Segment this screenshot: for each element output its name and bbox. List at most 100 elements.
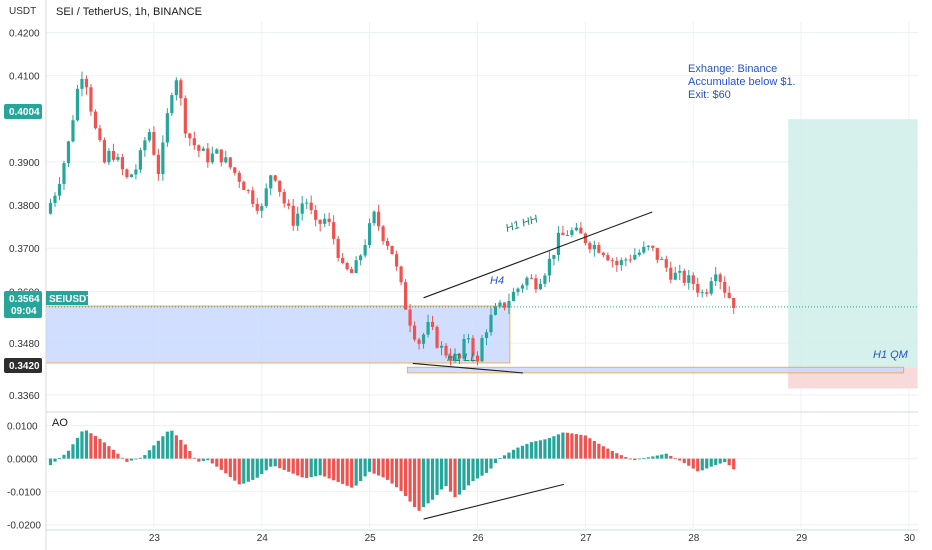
candle-body bbox=[305, 202, 309, 204]
candle-body bbox=[314, 210, 318, 220]
time-tick-label: 25 bbox=[365, 533, 377, 544]
candle-body bbox=[66, 141, 71, 164]
time-tick-label: 29 bbox=[796, 533, 808, 544]
time-tick-label: 28 bbox=[688, 533, 700, 544]
time-tick-label: 23 bbox=[149, 533, 161, 544]
ao-bar bbox=[732, 458, 736, 470]
ao-bar bbox=[484, 458, 489, 473]
time-tick-label: 27 bbox=[580, 533, 592, 544]
candle-body bbox=[273, 175, 277, 181]
ao-bar bbox=[102, 442, 107, 459]
ao-bar bbox=[619, 455, 623, 459]
ao-bar bbox=[309, 458, 313, 478]
ao-bar bbox=[156, 440, 160, 459]
upper-trendline bbox=[423, 211, 653, 299]
candle-body bbox=[507, 301, 511, 308]
candle-body bbox=[727, 292, 731, 298]
ao-bar bbox=[642, 458, 646, 460]
ao-bar bbox=[444, 458, 448, 487]
ao-bar bbox=[80, 431, 84, 459]
candle-body bbox=[246, 189, 250, 191]
ao-bar bbox=[201, 458, 205, 461]
ao-bar bbox=[224, 458, 228, 474]
ao-bar bbox=[538, 440, 543, 459]
ao-bar bbox=[296, 458, 300, 476]
ao-bar bbox=[435, 458, 439, 495]
candle-body bbox=[426, 321, 430, 335]
ao-bar bbox=[300, 458, 304, 478]
labels: USDT SEI / TetherUS, 1h, BINANCE AO Exha… bbox=[4, 6, 909, 429]
candle-body bbox=[574, 227, 578, 231]
candle-body bbox=[493, 306, 498, 315]
candle-body bbox=[206, 148, 210, 163]
candle-body bbox=[300, 203, 304, 214]
countdown-text: 09:04 bbox=[11, 306, 37, 317]
ao-bar bbox=[93, 436, 98, 459]
ao-bar bbox=[480, 458, 484, 476]
ao-bar bbox=[588, 438, 592, 459]
ao-bar bbox=[669, 455, 673, 459]
ao-bar bbox=[394, 458, 399, 488]
candle-body bbox=[615, 260, 619, 266]
ao-bar bbox=[448, 458, 453, 492]
candle-body bbox=[377, 211, 381, 227]
candle-body bbox=[152, 132, 156, 155]
candle-body bbox=[570, 230, 574, 236]
candle-body bbox=[457, 353, 462, 359]
ao-bar bbox=[386, 458, 390, 480]
axes: 0.42000.41000.39000.38000.37000.36000.34… bbox=[7, 0, 918, 550]
ao-bar bbox=[287, 458, 291, 472]
candle-body bbox=[705, 292, 709, 294]
ao-bar bbox=[336, 458, 340, 483]
ao-bar bbox=[332, 458, 336, 481]
time-tick-label: 26 bbox=[473, 533, 485, 544]
ao-bar bbox=[561, 432, 565, 459]
ao-trendline bbox=[423, 483, 564, 520]
ao-tick-label: -0.0100 bbox=[7, 488, 41, 499]
note-line-2: Accumulate below $1. bbox=[688, 76, 796, 88]
candle-body bbox=[669, 267, 673, 280]
ao-bar bbox=[345, 458, 349, 486]
ao-bar bbox=[511, 449, 516, 459]
candle-body bbox=[102, 140, 107, 163]
candle-body bbox=[543, 275, 547, 284]
ao-bar bbox=[71, 444, 75, 459]
candle-body bbox=[111, 150, 116, 160]
ao-bar bbox=[53, 458, 57, 462]
ao-bar bbox=[282, 458, 286, 470]
candle-body bbox=[714, 274, 718, 282]
candle-body bbox=[628, 259, 632, 261]
candle-body bbox=[435, 326, 439, 348]
candle-body bbox=[610, 260, 614, 262]
ao-bar bbox=[682, 458, 686, 464]
ao-bar bbox=[116, 453, 120, 459]
ao-bar bbox=[462, 458, 466, 490]
candle-body bbox=[619, 260, 623, 266]
note-line-1: Exhange: Binance bbox=[688, 63, 777, 75]
candle-body bbox=[228, 157, 232, 168]
ao-bar bbox=[471, 458, 475, 482]
candle-body bbox=[98, 128, 102, 141]
candle-body bbox=[282, 191, 286, 204]
candle-body bbox=[606, 255, 610, 261]
price-tick-label: 0.4200 bbox=[9, 28, 40, 39]
candle-body bbox=[646, 245, 650, 247]
ao-bar bbox=[143, 455, 147, 459]
ao-tick-label: 0.0000 bbox=[7, 455, 38, 466]
ao-bar bbox=[278, 458, 282, 469]
h1-ll-label: H1 LL bbox=[447, 352, 476, 364]
candles bbox=[48, 71, 736, 366]
ao-bar bbox=[543, 439, 547, 459]
candle-body bbox=[215, 149, 219, 154]
candle-body bbox=[165, 113, 169, 143]
candle-body bbox=[439, 345, 444, 348]
ao-bar bbox=[700, 458, 704, 471]
ao-bar bbox=[529, 442, 534, 459]
ao-bar bbox=[363, 458, 367, 477]
candle-body bbox=[368, 223, 372, 246]
candle-body bbox=[534, 278, 538, 290]
candle-body bbox=[318, 219, 322, 224]
candle-body bbox=[359, 255, 363, 261]
candle-body bbox=[210, 153, 214, 163]
